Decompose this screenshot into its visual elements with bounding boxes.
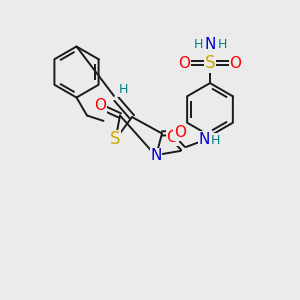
Text: N: N: [204, 37, 216, 52]
Text: H: H: [211, 134, 220, 147]
Text: S: S: [110, 130, 121, 148]
Text: N: N: [198, 132, 210, 147]
Text: H: H: [193, 38, 203, 51]
Text: O: O: [174, 125, 186, 140]
Text: O: O: [94, 98, 106, 113]
Text: O: O: [167, 130, 178, 146]
Text: S: S: [205, 54, 215, 72]
Text: O: O: [230, 56, 242, 70]
Text: H: H: [217, 38, 227, 51]
Text: N: N: [150, 148, 162, 164]
Text: H: H: [118, 83, 128, 97]
Text: O: O: [178, 56, 190, 70]
